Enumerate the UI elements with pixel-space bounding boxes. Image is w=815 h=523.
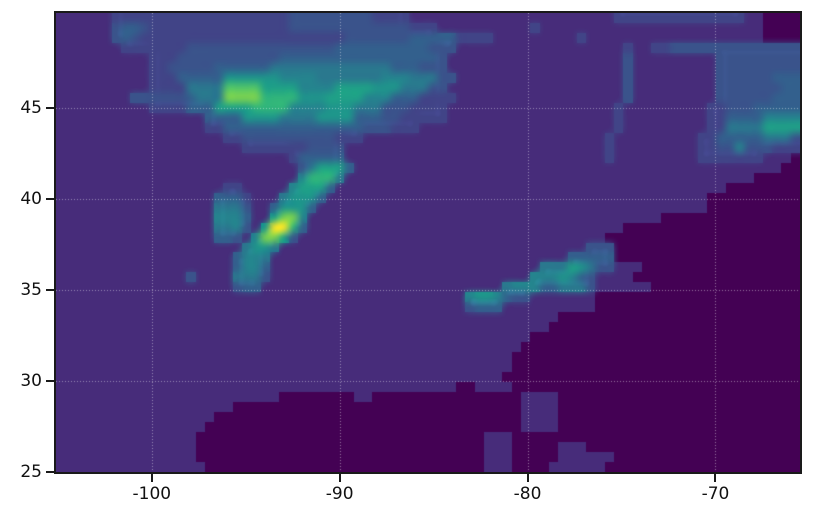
y-tick-mark [46,288,54,291]
x-tick-mark [526,474,529,482]
x-tick-label: -100 [132,484,172,504]
y-tick-mark [46,197,54,200]
y-tick-mark [46,379,54,382]
x-tick-mark [714,474,717,482]
plot-area [56,13,800,472]
y-tick-mark [46,471,54,473]
x-tick-label: -70 [701,484,730,504]
x-tick-label: -80 [513,484,542,504]
y-tick-label: 30 [20,370,42,391]
y-tick-label: 35 [20,279,42,300]
heatmap-canvas [56,13,800,472]
x-tick-label: -90 [325,484,354,504]
y-tick-mark [46,106,54,109]
y-tick-label: 40 [20,188,42,209]
x-tick-mark [150,474,153,482]
y-tick-label: 25 [20,462,42,482]
x-tick-mark [338,474,341,482]
y-tick-label: 45 [20,97,42,118]
